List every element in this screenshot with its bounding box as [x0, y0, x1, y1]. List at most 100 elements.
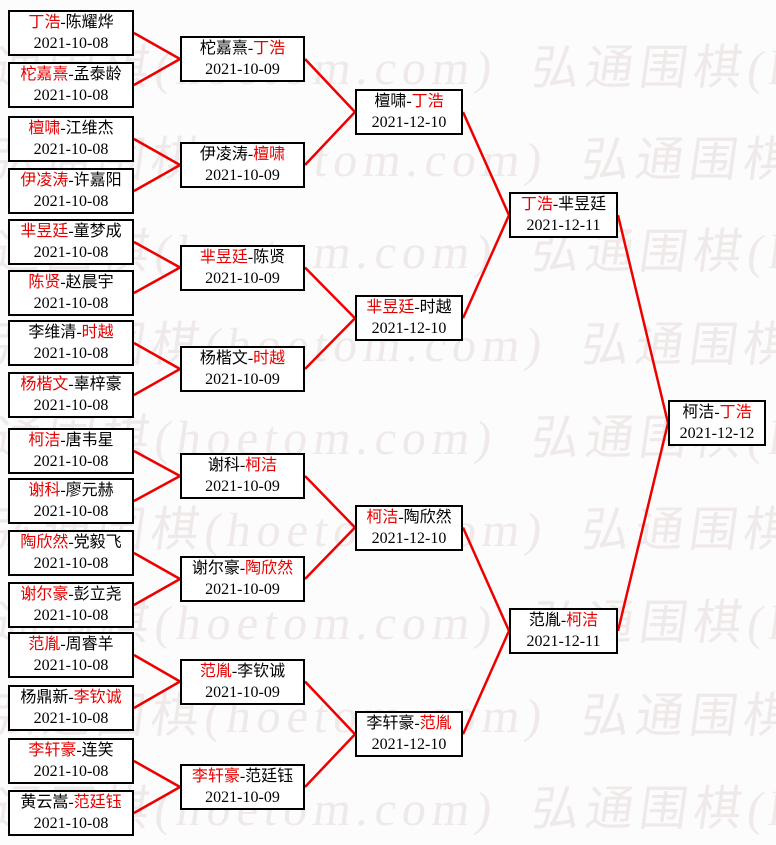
player-name: 杨楷文	[20, 376, 69, 393]
player-name: 柯洁	[366, 509, 399, 526]
player-name: 芈昱廷	[199, 249, 248, 266]
match-box: 丁浩-芈昱廷 2021-12-11	[509, 192, 618, 238]
match-date: 2021-10-08	[33, 87, 109, 104]
player-separator: -	[247, 249, 254, 266]
player-name: 陈耀烨	[65, 14, 114, 31]
player-name: 唐韦星	[65, 432, 114, 449]
player-separator: -	[414, 715, 420, 732]
match-players: 伊凌涛-檀啸	[200, 144, 285, 165]
match-box: 杨楷文-辜梓豪 2021-10-08	[8, 372, 134, 418]
player-name: 谢科	[207, 457, 240, 474]
bracket-connector-line	[304, 526, 356, 580]
player-name: 谢尔豪	[20, 586, 69, 603]
match-players: 黄云嵩-范廷钰	[20, 792, 121, 813]
player-name: 党毅飞	[73, 534, 122, 551]
player-separator: -	[68, 376, 74, 393]
match-date: 2021-12-12	[679, 425, 755, 442]
player-name: 柁嘉熹	[199, 40, 248, 57]
match-players: 杨楷文-辜梓豪	[20, 374, 121, 395]
bracket-connector-line	[133, 474, 181, 503]
match-players: 芈昱廷-童梦成	[20, 221, 121, 242]
bracket-connector-line	[133, 785, 181, 815]
player-name: 芈昱廷	[558, 196, 607, 213]
player-name: 檀啸	[28, 120, 61, 137]
match-date: 2021-12-10	[371, 736, 447, 753]
bracket-connector-line	[304, 111, 356, 166]
player-name: 廖元赫	[65, 482, 114, 499]
player-name: 丁浩	[253, 40, 286, 57]
bracket-connector-line	[461, 526, 511, 632]
match-players: 柯洁-丁浩	[682, 402, 751, 423]
player-name: 柯洁	[28, 432, 61, 449]
player-name: 柁嘉熹	[20, 66, 69, 83]
match-date: 2021-10-08	[33, 295, 109, 312]
match-box: 范胤-李钦诚 2021-10-09	[180, 659, 305, 705]
match-box: 谢科-柯洁 2021-10-09	[180, 453, 305, 499]
bracket-connector-line	[461, 111, 511, 216]
player-separator: -	[560, 612, 567, 629]
bracket-connector-line	[304, 475, 356, 529]
bracket-connector-line	[616, 422, 670, 632]
match-date: 2021-10-08	[33, 657, 109, 674]
match-players: 柁嘉熹-孟泰龄	[20, 64, 121, 85]
bracket-connector-line	[133, 31, 181, 61]
player-name: 时越	[253, 350, 286, 367]
match-date: 2021-10-09	[205, 61, 280, 78]
player-separator: -	[247, 146, 254, 163]
player-name: 陶欣然	[245, 560, 294, 577]
player-name: 檀啸	[253, 146, 286, 163]
bracket-connector-line	[133, 137, 181, 167]
match-date: 2021-10-09	[205, 371, 280, 388]
match-date: 2021-10-08	[33, 607, 109, 624]
player-separator: -	[60, 274, 66, 291]
player-name: 范廷钰	[245, 768, 294, 785]
player-separator: -	[76, 742, 82, 759]
match-box: 黄云嵩-范廷钰 2021-10-08	[8, 790, 134, 836]
bracket-connector-line	[616, 214, 670, 424]
player-name: 江维杰	[65, 120, 114, 137]
match-box: 伊凌涛-许嘉阳 2021-10-08	[8, 168, 134, 214]
player-name: 陈贤	[28, 274, 61, 291]
player-separator: -	[247, 350, 254, 367]
match-players: 谢科-廖元赫	[28, 480, 113, 501]
match-box: 柯洁-唐韦星 2021-10-08	[8, 428, 134, 474]
match-date: 2021-10-08	[33, 35, 109, 52]
player-name: 李钦诚	[237, 663, 286, 680]
match-box: 丁浩-陈耀烨 2021-10-08	[8, 10, 134, 56]
player-separator: -	[398, 509, 404, 526]
player-separator: -	[68, 223, 74, 240]
player-name: 孟泰龄	[73, 66, 122, 83]
match-date: 2021-10-08	[33, 244, 109, 261]
match-box: 伊凌涛-檀啸 2021-10-09	[180, 142, 305, 188]
match-box: 芈昱廷-时越 2021-12-10	[355, 295, 463, 341]
match-date: 2021-10-09	[205, 478, 280, 495]
match-date: 2021-10-08	[33, 555, 109, 572]
player-separator: -	[60, 432, 66, 449]
player-name: 丁浩	[28, 14, 61, 31]
match-box: 檀啸-丁浩 2021-12-10	[355, 89, 463, 135]
match-players: 柯洁-陶欣然	[366, 507, 451, 528]
bracket-connector-line	[133, 680, 181, 710]
match-players: 陶欣然-党毅飞	[20, 532, 121, 553]
player-name: 彭立尧	[73, 586, 122, 603]
match-date: 2021-10-08	[33, 710, 109, 727]
match-date: 2021-12-11	[526, 633, 601, 650]
player-name: 赵晨宇	[65, 274, 114, 291]
player-name: 童梦成	[73, 223, 122, 240]
player-name: 杨楷文	[199, 350, 248, 367]
match-players: 谢尔豪-陶欣然	[192, 558, 293, 579]
player-separator: -	[60, 120, 66, 137]
player-name: 范胤	[528, 612, 561, 629]
player-separator: -	[76, 324, 82, 341]
player-name: 周睿羊	[65, 636, 114, 653]
match-players: 柯洁-唐韦星	[28, 430, 113, 451]
player-separator: -	[60, 636, 66, 653]
player-name: 李维清	[28, 324, 77, 341]
match-date: 2021-12-10	[371, 320, 447, 337]
match-box: 谢科-廖元赫 2021-10-08	[8, 478, 134, 524]
match-players: 檀啸-江维杰	[28, 118, 113, 139]
bracket-connector-line	[133, 577, 181, 607]
match-date: 2021-10-08	[33, 345, 109, 362]
match-box: 檀啸-江维杰 2021-10-08	[8, 116, 134, 162]
player-name: 范胤	[28, 636, 61, 653]
